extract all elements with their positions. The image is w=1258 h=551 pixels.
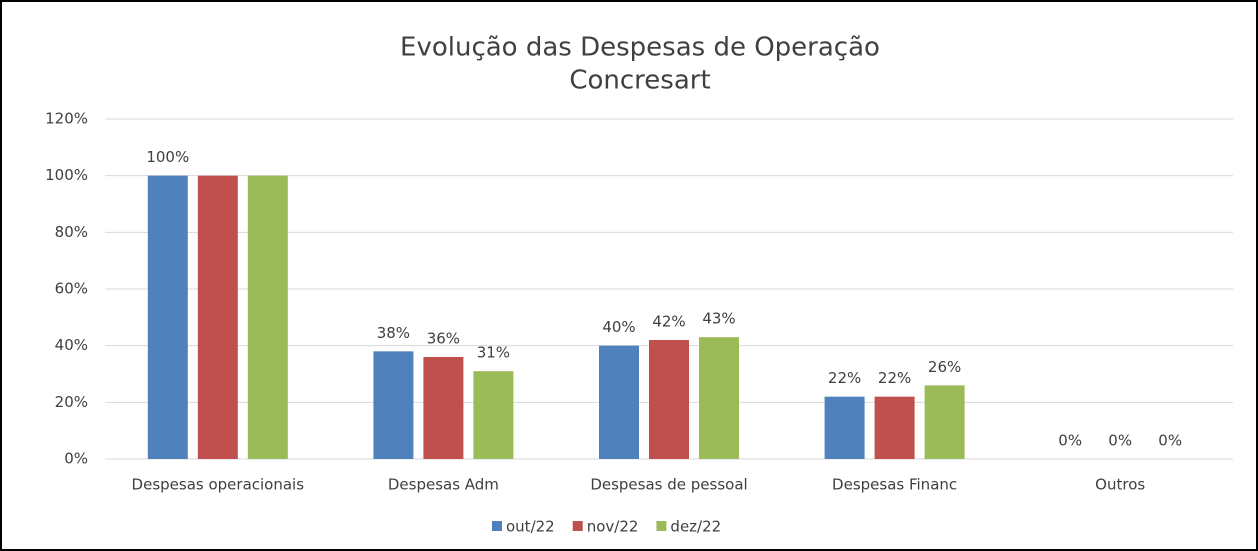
x-tick-label: Outros (1095, 476, 1145, 494)
data-label: 43% (702, 310, 735, 328)
chart-title: Evolução das Despesas de Operação (400, 33, 880, 63)
y-tick-label: 60% (55, 280, 88, 298)
x-tick-label: Despesas de pessoal (590, 476, 747, 494)
bar (373, 351, 414, 459)
legend-label: out/22 (506, 518, 555, 536)
legend-label: dez/22 (670, 518, 721, 536)
data-label: 22% (828, 369, 861, 387)
y-tick-label: 120% (45, 110, 88, 128)
x-tick-label: Despesas Financ (832, 476, 957, 494)
bar (599, 345, 639, 459)
legend-swatch (656, 521, 667, 531)
data-label: 0% (1058, 432, 1082, 450)
legend-swatch (492, 521, 502, 531)
data-label: 40% (602, 318, 635, 336)
legend-label: nov/22 (587, 518, 639, 536)
data-label: 31% (477, 344, 510, 362)
data-label: 26% (928, 358, 961, 376)
x-tick-label: Despesas Adm (388, 476, 499, 494)
chart-subtitle: Concresart (569, 66, 710, 96)
y-tick-label: 40% (55, 336, 88, 354)
x-tick-label: Despesas operacionais (132, 476, 305, 494)
bar (423, 357, 464, 459)
y-tick-label: 20% (55, 393, 88, 411)
bar (649, 340, 689, 459)
bar (197, 175, 238, 459)
bar (824, 396, 865, 459)
data-label: 0% (1108, 432, 1132, 450)
bar (874, 396, 915, 459)
bar (473, 371, 514, 459)
y-tick-label: 100% (45, 166, 88, 184)
legend-swatch (572, 521, 583, 531)
data-label: 36% (427, 330, 460, 348)
data-label: 0% (1158, 432, 1182, 450)
data-label: 100% (146, 148, 189, 166)
data-label: 42% (652, 313, 685, 331)
bar (924, 385, 965, 459)
y-tick-label: 80% (55, 223, 88, 241)
bar (247, 175, 288, 459)
y-tick-label: 0% (64, 450, 88, 468)
bar (699, 337, 739, 459)
data-label: 38% (377, 324, 410, 342)
data-label: 22% (878, 369, 911, 387)
bar (147, 175, 188, 459)
